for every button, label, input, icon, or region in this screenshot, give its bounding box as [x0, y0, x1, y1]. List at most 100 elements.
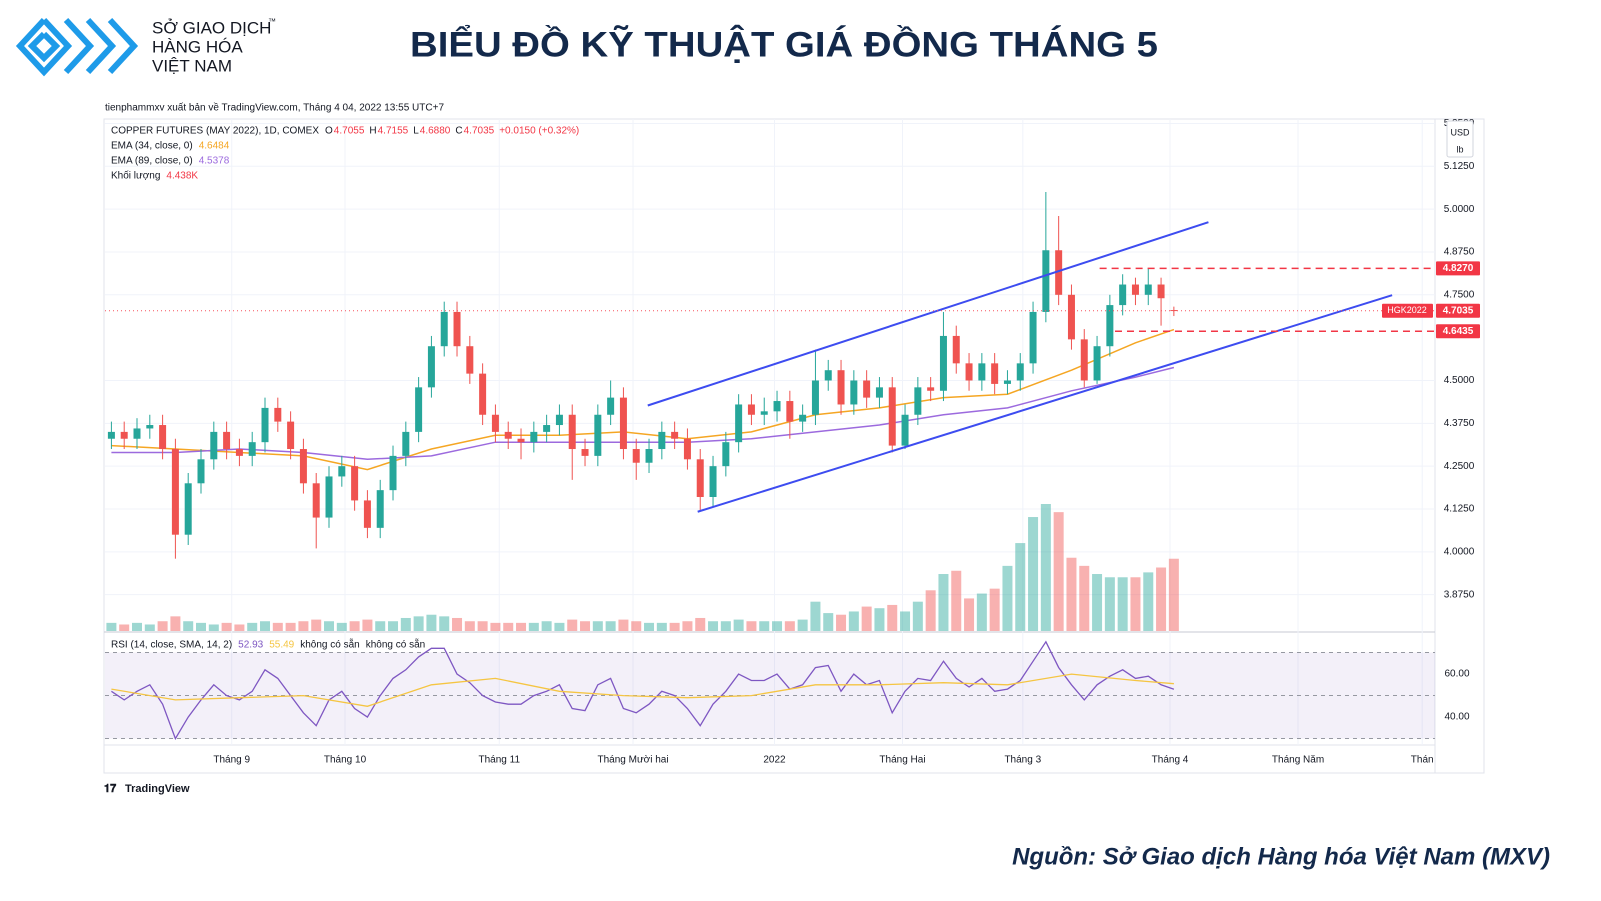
volume-bar — [413, 616, 424, 631]
legend-text: 4.7155 — [378, 126, 409, 137]
volume-bar — [1117, 577, 1128, 631]
volume-bar — [1040, 504, 1051, 631]
candle-body — [466, 346, 474, 374]
volume-bar — [1066, 557, 1077, 631]
volume-bar — [400, 617, 411, 631]
candle-body — [939, 335, 947, 391]
y-tick-label: 4.7500 — [1444, 289, 1475, 300]
candle-body — [107, 431, 115, 439]
volume-bar — [656, 622, 667, 631]
volume-bar — [887, 604, 898, 631]
volume-bar — [708, 621, 719, 631]
candle-body — [299, 449, 307, 484]
legend-text: 4.7055 — [334, 126, 365, 137]
candle-body — [261, 407, 269, 443]
candle-body — [1055, 250, 1063, 295]
candle-body — [799, 414, 807, 422]
candle-body — [696, 459, 704, 498]
volume-bar — [759, 621, 770, 631]
volume-bar — [170, 616, 181, 631]
x-tick-label: Tháng 10 — [324, 755, 367, 766]
volume-bar — [976, 593, 987, 631]
candle-body — [850, 380, 858, 405]
x-tick-label: 2022 — [763, 755, 786, 766]
y-tick-label: 5.1250 — [1444, 161, 1475, 172]
candle-body — [1106, 305, 1114, 347]
legend-text: +0.0150 (+0.32%) — [499, 126, 579, 137]
volume-bar — [631, 621, 642, 631]
x-tick-label: Tháng 4 — [1152, 755, 1189, 766]
candle-body — [1003, 380, 1011, 384]
candle-body — [376, 490, 384, 528]
price-tag — [1436, 324, 1480, 339]
candle-body — [594, 414, 602, 456]
candle-body — [1080, 339, 1088, 381]
volume-bar — [234, 624, 245, 631]
volume-bar — [874, 608, 885, 631]
volume-bar — [119, 624, 130, 631]
legend-text: không có sẵn — [300, 638, 360, 651]
ema-line — [111, 366, 1175, 461]
legend-text: Khối lượng — [111, 170, 160, 182]
candle-body — [875, 387, 883, 398]
y-tick-label: 5.0000 — [1444, 204, 1475, 215]
volume-bar — [541, 621, 552, 631]
price-tag — [1436, 261, 1480, 276]
volume-bar — [208, 624, 219, 631]
legend-text: RSI (14, close, SMA, 14, 2) — [111, 640, 232, 651]
volume-bar — [836, 614, 847, 631]
volume-bar — [528, 622, 539, 631]
candle-body — [991, 363, 999, 384]
volume-bar — [695, 617, 706, 631]
candle-body — [402, 431, 410, 456]
candle-body — [824, 370, 832, 381]
volume-bar — [1130, 577, 1141, 631]
candle-body — [1131, 284, 1139, 295]
volume-bar — [106, 622, 117, 631]
legend-text: H — [369, 126, 376, 137]
candle-body — [427, 346, 435, 388]
candle-body — [440, 311, 448, 347]
volume-bar — [580, 621, 591, 631]
volume-bar — [324, 621, 335, 631]
volume-bar — [1053, 512, 1064, 631]
candle-body — [786, 401, 794, 422]
volume-bar — [247, 622, 258, 631]
volume-bar — [132, 622, 143, 631]
legend-text: EMA (34, close, 0) — [111, 141, 193, 152]
legend-text: 55.49 — [269, 640, 294, 651]
volume-bar — [272, 622, 283, 631]
logo-text: VIỆT NAM — [152, 56, 232, 75]
unit-label: USD — [1450, 127, 1470, 137]
volume-bar — [951, 570, 962, 631]
volume-bar — [349, 621, 360, 631]
volume-bar — [1143, 572, 1154, 631]
candle-body — [504, 431, 512, 439]
volume-bar — [516, 622, 527, 631]
rsi-tick-label: 40.00 — [1444, 712, 1469, 723]
publisher-note: tienphammxv xuất bản về TradingView.com,… — [105, 102, 444, 114]
candle-body — [1067, 294, 1075, 340]
candle-body — [773, 401, 781, 412]
volume-bar — [1156, 567, 1167, 631]
candle-body — [978, 363, 986, 381]
candle-body — [1157, 284, 1165, 299]
brand-icon: 𝟏𝟕 — [104, 783, 117, 795]
candle-body — [120, 431, 128, 439]
legend-text: 4.6880 — [420, 126, 451, 137]
candle-body — [223, 431, 231, 450]
volume-bar — [669, 622, 680, 631]
volume-bar — [900, 611, 911, 631]
volume-bar — [1028, 517, 1039, 631]
y-tick-label: 3.8750 — [1444, 589, 1475, 600]
candle-body — [607, 397, 615, 415]
volume-bar — [490, 622, 501, 631]
x-tick-label: Tháng Mười hai — [598, 755, 669, 766]
volume-bar — [221, 622, 232, 631]
legend-text: O — [325, 126, 333, 137]
rsi-tick-label: 60.00 — [1444, 669, 1469, 680]
unit-box — [1446, 120, 1474, 158]
volume-bar — [1168, 558, 1179, 631]
volume-bar — [1002, 565, 1013, 631]
candle-body — [709, 466, 717, 498]
